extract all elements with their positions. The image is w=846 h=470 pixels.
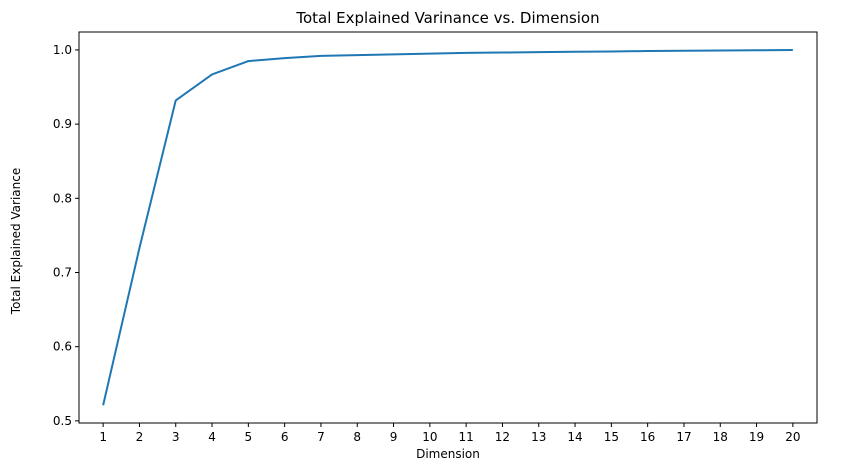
x-axis: 1 2 3 4 5 6 7 8 9 10 11 12 13 14 15 16 17 18 19 20: [99, 423, 801, 444]
x-tick-label: 9: [390, 430, 398, 444]
x-tick-label: 16: [640, 430, 655, 444]
x-tick-label: 8: [353, 430, 361, 444]
y-tick-label: 0.7: [53, 265, 72, 279]
y-tick-label: 0.8: [53, 191, 72, 205]
y-axis: 0.5 0.6 0.7 0.8 0.9 1.0: [53, 43, 79, 428]
x-tick-label: 6: [281, 430, 289, 444]
x-tick-label: 17: [676, 430, 691, 444]
y-tick-label: 0.6: [53, 340, 72, 354]
plot-area: 0.50.60.70.80.91.0 1 2 3 4 5 6 7 8 9 10 11 12 13 14 15…: [53, 31, 818, 444]
series-line: [102, 48, 793, 406]
x-tick-label: 10: [422, 430, 437, 444]
x-tick-label: 5: [245, 430, 253, 444]
y-tick-label: 1.0: [53, 43, 72, 57]
y-axis-label: Total Explained Variance: [9, 168, 23, 315]
y-tick-label: 0.5: [53, 414, 72, 428]
x-tick-label: 7: [317, 430, 325, 444]
x-tick-label: 14: [567, 430, 582, 444]
x-tick-label: 11: [459, 430, 474, 444]
x-tick-label: 12: [495, 430, 510, 444]
x-tick-label: 20: [785, 430, 800, 444]
x-tick-label: 15: [604, 430, 619, 444]
chart-title: Total Explained Varinance vs. Dimension: [295, 9, 599, 27]
x-tick-label: 18: [713, 430, 728, 444]
x-tick-label: 3: [172, 430, 180, 444]
x-tick-label: 1: [99, 430, 107, 444]
x-tick-label: 2: [136, 430, 144, 444]
series-layer: [102, 48, 793, 406]
plot-frame: [78, 31, 818, 424]
x-tick-label: 13: [531, 430, 546, 444]
y-tick-label: 0.9: [53, 117, 72, 131]
x-axis-label: Dimension: [416, 447, 480, 461]
x-tick-label: 4: [208, 430, 216, 444]
x-tick-label: 19: [749, 430, 764, 444]
